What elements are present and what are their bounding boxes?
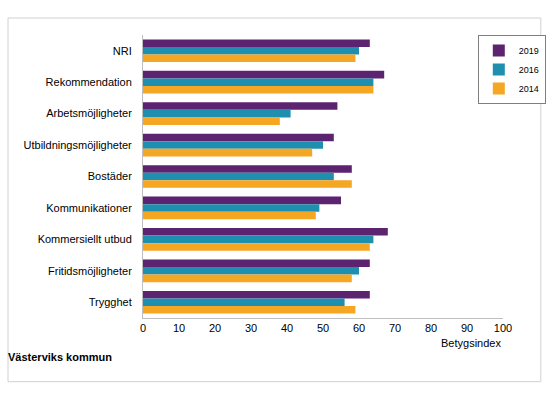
svg-text:2014: 2014: [519, 84, 539, 94]
svg-text:70: 70: [389, 322, 401, 334]
svg-text:NRI: NRI: [113, 45, 132, 57]
svg-text:Rekommendation: Rekommendation: [46, 76, 132, 88]
svg-text:40: 40: [281, 322, 293, 334]
svg-text:Betygsindex: Betygsindex: [441, 337, 501, 349]
svg-text:10: 10: [173, 322, 185, 334]
svg-text:Arbetsmöjligheter: Arbetsmöjligheter: [46, 107, 132, 119]
svg-text:Kommersiellt utbud: Kommersiellt utbud: [38, 233, 132, 245]
svg-text:30: 30: [245, 322, 257, 334]
svg-text:2019: 2019: [519, 46, 539, 56]
svg-text:60: 60: [353, 322, 365, 334]
svg-text:0: 0: [140, 322, 146, 334]
svg-text:90: 90: [461, 322, 473, 334]
svg-text:Utbildningsmöjligheter: Utbildningsmöjligheter: [24, 139, 133, 151]
svg-text:50: 50: [317, 322, 329, 334]
svg-text:20: 20: [209, 322, 221, 334]
svg-text:Kommunikationer: Kommunikationer: [46, 202, 132, 214]
svg-text:Trygghet: Trygghet: [89, 296, 132, 308]
svg-text:Västerviks kommun: Västerviks kommun: [8, 351, 112, 363]
svg-text:80: 80: [425, 322, 437, 334]
svg-text:100: 100: [494, 322, 512, 334]
svg-text:2016: 2016: [519, 65, 539, 75]
svg-text:Fritidsmöjligheter: Fritidsmöjligheter: [48, 265, 132, 277]
svg-text:Bostäder: Bostäder: [88, 170, 132, 182]
